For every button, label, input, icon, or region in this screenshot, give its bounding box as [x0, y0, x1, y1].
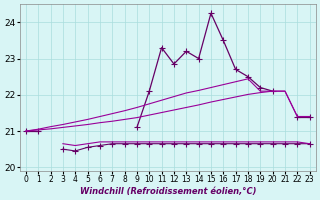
X-axis label: Windchill (Refroidissement éolien,°C): Windchill (Refroidissement éolien,°C): [80, 187, 256, 196]
